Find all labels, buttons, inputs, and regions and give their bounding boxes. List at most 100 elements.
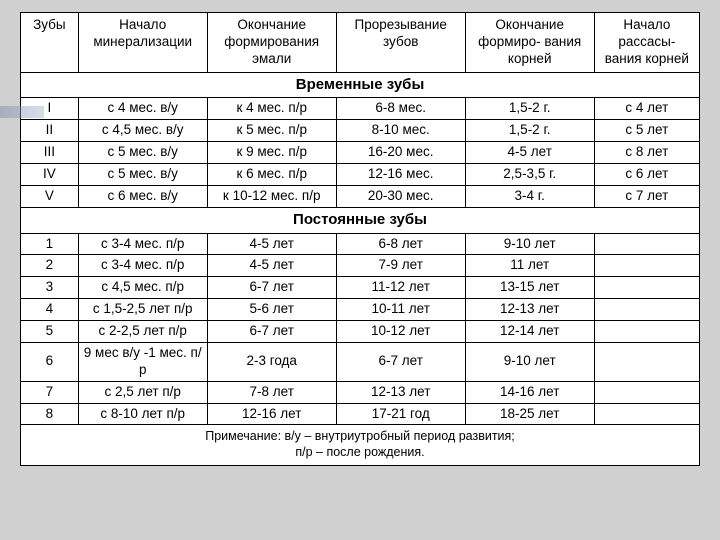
table-cell: 5 [21,321,79,343]
table-row: Vс 6 мес. в/ук 10-12 мес. п/р20-30 мес.3… [21,185,700,207]
teeth-development-table: Зубы Начало минерализации Окончание форм… [20,12,700,466]
table-row: 8с 8-10 лет п/р12-16 лет17-21 год18-25 л… [21,403,700,425]
table-cell: 18-25 лет [465,403,594,425]
table-cell [594,233,699,255]
page-container: { "columns": [ "Зубы", "Начало минерализ… [0,0,720,540]
table-cell: к 10-12 мес. п/р [207,185,336,207]
table-cell: 2 [21,255,79,277]
table-cell: 7-9 лет [336,255,465,277]
table-cell: 8-10 мес. [336,120,465,142]
table-cell: с 5 мес. в/у [78,142,207,164]
table-cell: с 3-4 мес. п/р [78,233,207,255]
table-cell: 3 [21,277,79,299]
table-cell: 9-10 лет [465,342,594,381]
side-accent-bar [0,106,44,118]
col-header: Зубы [21,13,79,73]
table-row: IVс 5 мес. в/ук 6 мес. п/р12-16 мес.2,5-… [21,164,700,186]
table-cell: 6-7 лет [336,342,465,381]
table-cell: с 1,5-2,5 лет п/р [78,299,207,321]
table-cell: 20-30 мес. [336,185,465,207]
table-cell: с 3-4 мес. п/р [78,255,207,277]
table-cell: 13-15 лет [465,277,594,299]
table-cell [594,342,699,381]
table-cell: 5-6 лет [207,299,336,321]
table-cell: к 5 мес. п/р [207,120,336,142]
table-row: 2с 3-4 мес. п/р4-5 лет7-9 лет11 лет [21,255,700,277]
table-row: 5с 2-2,5 лет п/р6-7 лет10-12 лет12-14 ле… [21,321,700,343]
table-cell: 14-16 лет [465,381,594,403]
table-cell: с 8 лет [594,142,699,164]
note-line: Примечание: в/у – внутриутробный период … [205,429,515,443]
table-cell: 2-3 года [207,342,336,381]
table-cell: 3-4 г. [465,185,594,207]
section-title: Временные зубы [21,72,700,98]
table-cell: 12-14 лет [465,321,594,343]
table-row: Iс 4 мес. в/ук 4 мес. п/р6-8 мес.1,5-2 г… [21,98,700,120]
table-cell: 9 мес в/у -1 мес. п/р [78,342,207,381]
table-cell: 9-10 лет [465,233,594,255]
table-cell: с 4 лет [594,98,699,120]
table-cell: 12-16 мес. [336,164,465,186]
header-row: Зубы Начало минерализации Окончание форм… [21,13,700,73]
table-cell: 4-5 лет [465,142,594,164]
col-header: Прорезывание зубов [336,13,465,73]
table-cell: 17-21 год [336,403,465,425]
table-row: 69 мес в/у -1 мес. п/р2-3 года6-7 лет9-1… [21,342,700,381]
table-body: Временные зубыIс 4 мес. в/ук 4 мес. п/р6… [21,72,700,465]
table-row: 7с 2,5 лет п/р7-8 лет12-13 лет14-16 лет [21,381,700,403]
table-cell: 4-5 лет [207,255,336,277]
table-cell: к 6 мес. п/р [207,164,336,186]
table-cell: 1,5-2 г. [465,98,594,120]
table-cell: с 7 лет [594,185,699,207]
table-cell: с 4 мес. в/у [78,98,207,120]
section-title: Постоянные зубы [21,207,700,233]
col-header: Начало рассасы- вания корней [594,13,699,73]
table-cell: с 5 лет [594,120,699,142]
table-cell: с 6 мес. в/у [78,185,207,207]
table-cell: 6-7 лет [207,321,336,343]
table-cell: с 8-10 лет п/р [78,403,207,425]
table-cell: 11 лет [465,255,594,277]
table-cell: 8 [21,403,79,425]
table-cell: 4-5 лет [207,233,336,255]
table-cell: 1,5-2 г. [465,120,594,142]
section-header-row: Временные зубы [21,72,700,98]
table-row: 3с 4,5 мес. п/р6-7 лет11-12 лет13-15 лет [21,277,700,299]
table-cell: 6 [21,342,79,381]
table-row: 4с 1,5-2,5 лет п/р5-6 лет10-11 лет12-13 … [21,299,700,321]
table-cell: с 6 лет [594,164,699,186]
table-cell [594,299,699,321]
table-head: Зубы Начало минерализации Окончание форм… [21,13,700,73]
table-cell: с 4,5 мес. п/р [78,277,207,299]
table-row: IIIс 5 мес. в/ук 9 мес. п/р16-20 мес.4-5… [21,142,700,164]
table-cell: 6-8 мес. [336,98,465,120]
table-cell: 10-11 лет [336,299,465,321]
table-cell [594,277,699,299]
table-cell [594,255,699,277]
col-header: Окончание формирования эмали [207,13,336,73]
table-cell: 11-12 лет [336,277,465,299]
table-cell: 10-12 лет [336,321,465,343]
table-cell: 2,5-3,5 г. [465,164,594,186]
section-header-row: Постоянные зубы [21,207,700,233]
table-cell [594,403,699,425]
table-cell: с 2-2,5 лет п/р [78,321,207,343]
table-cell: 7-8 лет [207,381,336,403]
table-cell: 4 [21,299,79,321]
note-line: п/р – после рождения. [295,445,424,459]
table-cell [594,381,699,403]
table-cell: IV [21,164,79,186]
note-cell: Примечание: в/у – внутриутробный период … [21,425,700,465]
table-cell: 16-20 мес. [336,142,465,164]
table-cell: II [21,120,79,142]
table-cell: V [21,185,79,207]
table-cell: 12-13 лет [465,299,594,321]
col-header: Окончание формиро- вания корней [465,13,594,73]
table-cell: с 5 мес. в/у [78,164,207,186]
table-cell: 6-7 лет [207,277,336,299]
table-cell: к 9 мес. п/р [207,142,336,164]
table-row: IIс 4,5 мес. в/ук 5 мес. п/р8-10 мес.1,5… [21,120,700,142]
table-cell: 12-13 лет [336,381,465,403]
col-header: Начало минерализации [78,13,207,73]
note-row: Примечание: в/у – внутриутробный период … [21,425,700,465]
